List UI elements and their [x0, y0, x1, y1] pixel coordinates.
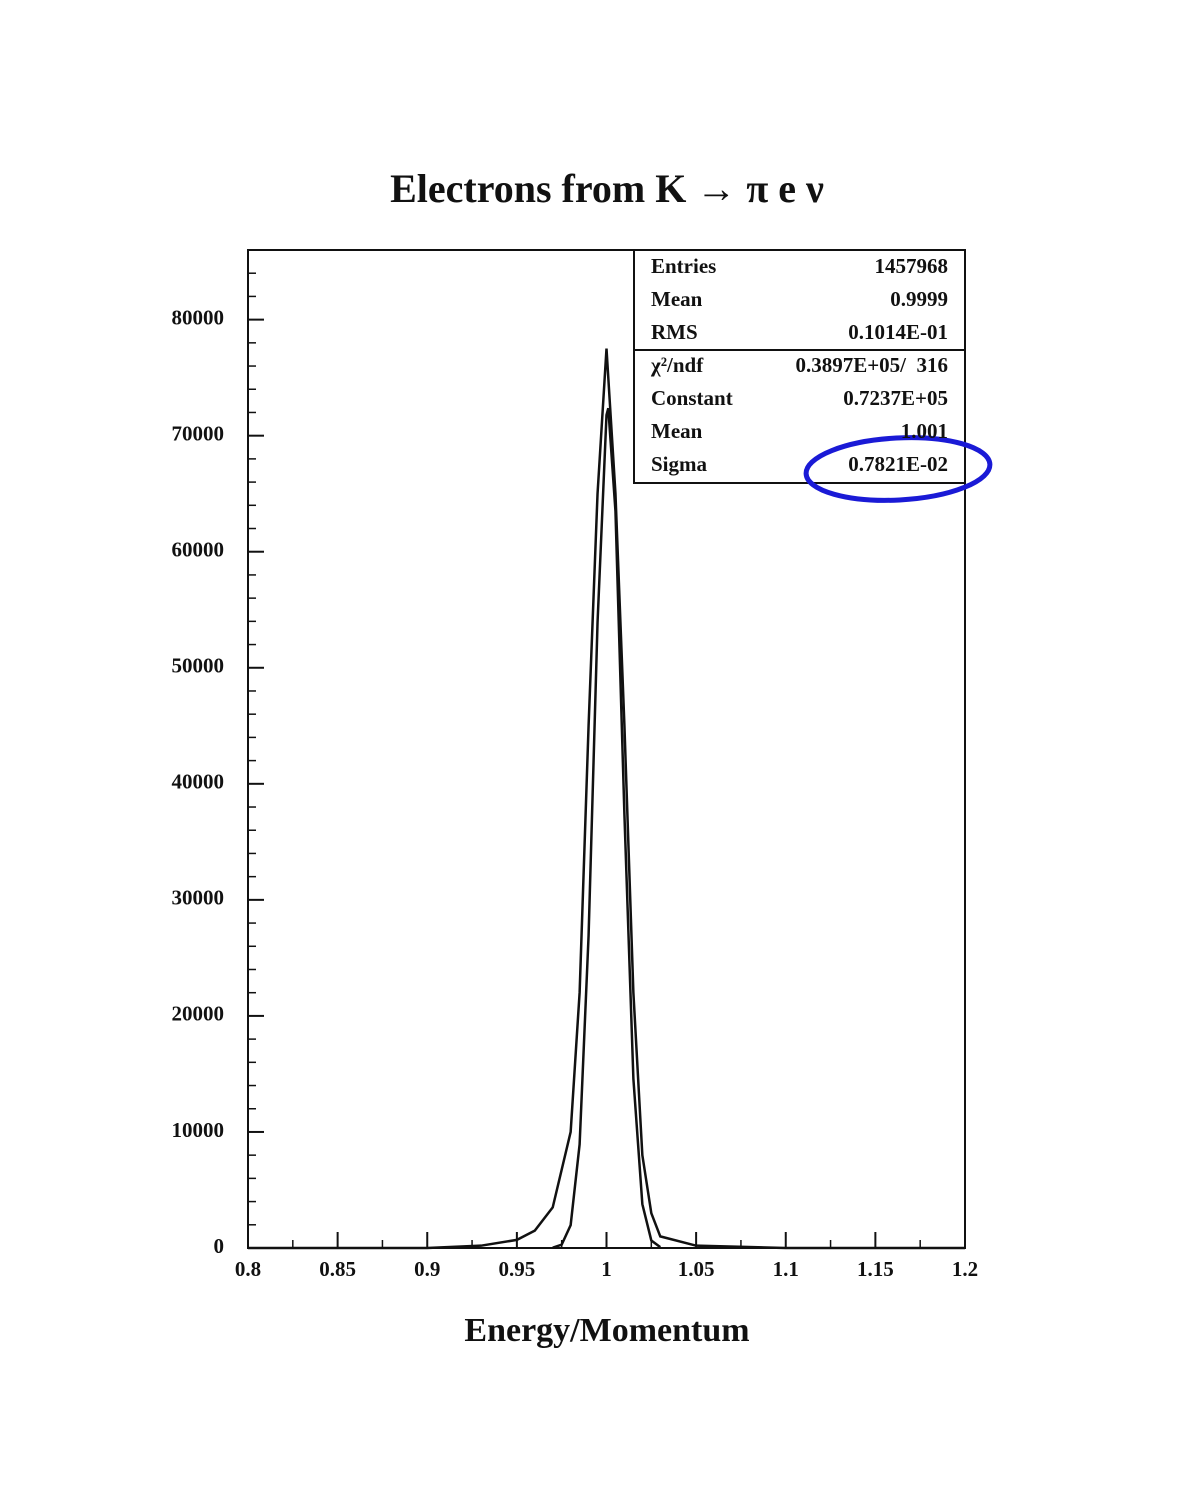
y-tick-label: 0	[214, 1234, 225, 1258]
y-tick-label: 10000	[172, 1118, 225, 1142]
fit-value: 1.001	[901, 419, 948, 443]
y-tick-label: 50000	[172, 654, 225, 678]
fit-label: χ²/ndf	[650, 353, 704, 377]
x-tick-label: 0.95	[499, 1257, 536, 1281]
stats-label: RMS	[651, 320, 698, 344]
annotation-circle	[803, 435, 993, 503]
stats-box	[633, 249, 966, 484]
x-tick-label: 0.8	[235, 1257, 261, 1281]
fit-value: 0.7821E-02	[848, 452, 948, 476]
x-axis-label: Energy/Momentum	[464, 1312, 749, 1349]
fit-label: Sigma	[651, 452, 708, 476]
fit-label: Mean	[651, 419, 703, 443]
y-tick-label: 20000	[172, 1002, 225, 1026]
y-tick-label: 80000	[172, 305, 225, 329]
y-tick-label: 30000	[172, 886, 225, 910]
stats-label: Mean	[651, 287, 703, 311]
x-tick-label: 0.9	[414, 1257, 440, 1281]
x-tick-label: 1.05	[678, 1257, 715, 1281]
y-tick-label: 40000	[172, 770, 225, 794]
data-line	[552, 407, 662, 1249]
stats-value: 0.9999	[890, 287, 948, 311]
stats-value: 0.1014E-01	[848, 320, 948, 344]
chart-title: Electrons from K → π e ν	[390, 166, 824, 211]
x-tick-label: 1.2	[952, 1257, 978, 1281]
data-line	[248, 348, 965, 1250]
x-tick-label: 0.85	[319, 1257, 356, 1281]
x-tick-label: 1.1	[773, 1257, 799, 1281]
fit-label: Constant	[651, 386, 733, 410]
stats-label: Entries	[651, 254, 716, 278]
stats-value: 1457968	[875, 254, 949, 278]
x-tick-label: 1.15	[857, 1257, 894, 1281]
x-tick-label: 1	[601, 1257, 612, 1281]
fit-value: 0.3897E+05/ 316	[795, 353, 948, 377]
y-tick-label: 60000	[172, 538, 225, 562]
y-tick-label: 70000	[172, 421, 225, 445]
fit-value: 0.7237E+05	[843, 386, 948, 410]
